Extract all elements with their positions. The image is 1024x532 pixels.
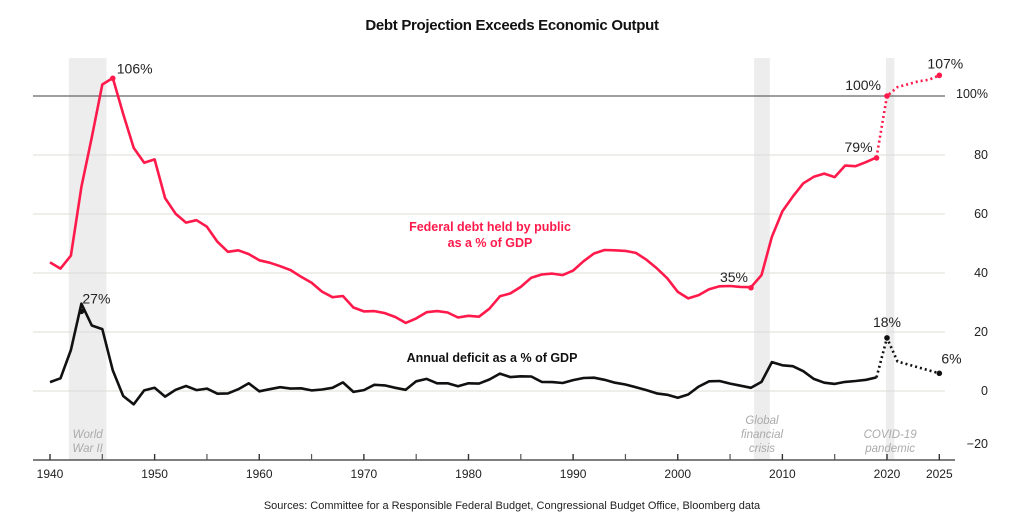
y-tick-label: 80 xyxy=(974,148,988,162)
shaded-period-band xyxy=(754,58,770,460)
projection-line-deficit xyxy=(875,336,940,378)
y-tick-label: 100% xyxy=(956,87,988,101)
annotation-dot xyxy=(873,155,880,161)
series-label-debt: as a % of GDP xyxy=(448,236,533,250)
y-tick-label: 40 xyxy=(974,266,988,280)
y-tick-label: −20 xyxy=(967,437,988,451)
x-tick-label: 1970 xyxy=(351,467,378,481)
x-tick-label: 1950 xyxy=(141,467,168,481)
series-label-deficit: Annual deficit as a % of GDP xyxy=(407,351,578,365)
data-label: 100% xyxy=(845,77,881,93)
data-label: 18% xyxy=(873,314,901,330)
x-axis: 1940 1950 1960 1970 1980 1990 2000 2010 2020 2025 xyxy=(33,454,955,481)
data-label: 79% xyxy=(845,139,873,155)
series-line-deficit xyxy=(49,302,877,406)
x-tick-label: 1940 xyxy=(37,467,64,481)
event-label: pandemic xyxy=(864,443,915,455)
y-tick-label: 20 xyxy=(974,325,988,339)
x-tick-label: 1990 xyxy=(560,467,587,481)
series-label-debt: Federal debt held by public xyxy=(409,220,571,234)
source-note: Sources: Committee for a Responsible Fed… xyxy=(263,500,761,512)
y-tick-label: 60 xyxy=(974,207,988,221)
data-label: 107% xyxy=(927,55,963,71)
shaded-period-band xyxy=(68,58,107,460)
event-label: War II xyxy=(72,443,103,455)
x-tick-label: 2000 xyxy=(664,467,691,481)
event-label: Global xyxy=(745,415,779,427)
labels: World War II Global financial crisis COVID-19… xyxy=(72,55,963,455)
shaded-periods xyxy=(68,58,895,460)
data-label: 106% xyxy=(117,60,153,76)
x-tick-label: 2010 xyxy=(769,467,796,481)
y-tick-label: 0 xyxy=(981,384,988,398)
annotation-dot xyxy=(936,72,943,79)
annotation-dot xyxy=(884,93,890,99)
data-label: 27% xyxy=(82,290,110,306)
data-label: 6% xyxy=(941,350,961,366)
data-label: 35% xyxy=(720,269,748,285)
annotation-dot xyxy=(748,284,754,291)
x-tick-label: 2020 xyxy=(874,467,901,481)
event-label: World xyxy=(73,429,104,441)
shaded-period-band xyxy=(885,58,895,460)
x-tick-label: 1960 xyxy=(246,467,273,481)
y-axis: 100% 80 60 40 20 0 −20 xyxy=(956,87,988,451)
x-tick-label: 1980 xyxy=(455,467,482,481)
annotation-dot xyxy=(109,75,116,82)
event-label: COVID-19 xyxy=(864,429,918,441)
gridlines xyxy=(33,95,945,392)
x-tick-label: 2025 xyxy=(926,467,953,481)
series-line-debt xyxy=(49,76,878,325)
chart-title: Debt Projection Exceeds Economic Output xyxy=(365,17,659,34)
annotation-dot xyxy=(78,308,85,315)
event-label: financial xyxy=(741,429,784,441)
event-label: crisis xyxy=(749,443,775,455)
projection-line-debt xyxy=(875,74,940,158)
series-lines xyxy=(49,72,943,406)
annotation-dot xyxy=(884,335,890,341)
annotation-dot xyxy=(936,370,943,377)
